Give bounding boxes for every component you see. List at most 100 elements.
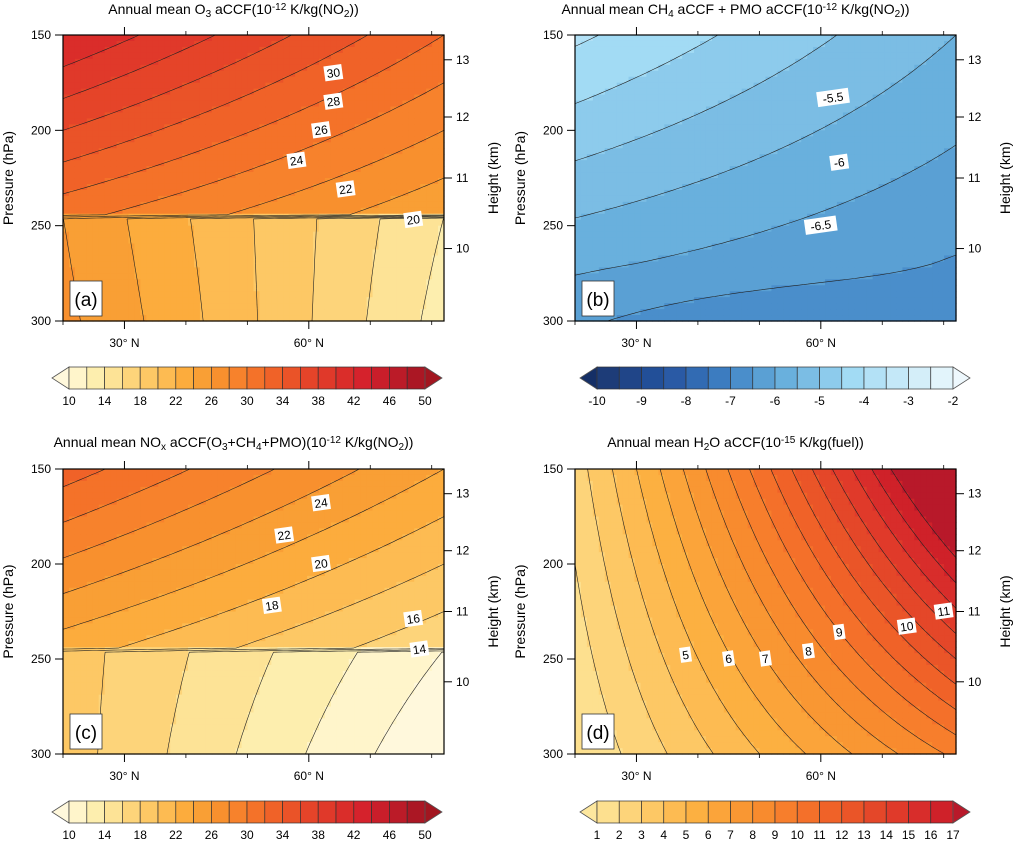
contour-cell bbox=[753, 100, 761, 108]
contour-cell bbox=[664, 112, 671, 120]
contour-cell bbox=[235, 279, 243, 286]
contour-cell bbox=[134, 297, 141, 304]
contour-cell bbox=[63, 243, 70, 251]
contour-cell bbox=[426, 58, 433, 66]
contour-cell bbox=[622, 136, 630, 143]
contour-cell bbox=[366, 88, 374, 96]
contour-cell bbox=[176, 100, 183, 108]
contour-cell bbox=[765, 100, 773, 108]
contour-cell bbox=[408, 58, 415, 66]
contour-cell bbox=[188, 70, 195, 78]
contour-cell bbox=[575, 40, 582, 48]
contour-cell bbox=[211, 46, 219, 54]
contour-cell bbox=[330, 166, 338, 173]
contour-cell bbox=[366, 160, 374, 167]
contour-cell bbox=[414, 94, 421, 102]
contour-cell bbox=[676, 249, 683, 257]
contour-cell bbox=[420, 195, 427, 203]
contour-cell bbox=[759, 249, 767, 257]
contour-cell bbox=[622, 219, 630, 227]
contour-cell bbox=[116, 189, 124, 197]
contour-cell bbox=[438, 201, 445, 209]
contour-cell bbox=[604, 261, 612, 268]
contour-cell bbox=[211, 291, 219, 298]
contour-cell bbox=[324, 58, 332, 66]
contour-cell bbox=[426, 124, 433, 131]
contour-cell bbox=[366, 154, 374, 161]
contour-cell bbox=[92, 166, 100, 173]
contour-cell bbox=[265, 52, 272, 60]
contour-cell bbox=[598, 160, 606, 167]
contour-cell bbox=[182, 255, 189, 263]
contour-cell bbox=[783, 249, 790, 257]
contour-cell bbox=[783, 303, 790, 310]
contour-cell bbox=[777, 172, 784, 179]
contour-cell bbox=[640, 130, 648, 137]
contour-cell bbox=[307, 52, 314, 60]
contour-cell bbox=[676, 225, 683, 233]
contour-cell bbox=[420, 315, 427, 322]
contour-cell bbox=[586, 130, 594, 137]
contour-cell bbox=[592, 172, 600, 179]
contour-cell bbox=[705, 40, 713, 48]
contour-cell bbox=[711, 213, 719, 221]
contour-cell bbox=[432, 309, 439, 316]
contour-cell bbox=[688, 213, 695, 221]
contour-cell bbox=[664, 207, 671, 215]
contour-cell bbox=[211, 303, 219, 310]
contour-cell bbox=[134, 130, 141, 137]
contour-cell bbox=[610, 267, 618, 274]
contour-cell bbox=[711, 195, 719, 203]
contour-cell bbox=[765, 273, 773, 280]
contour-cell bbox=[705, 166, 713, 173]
contour-cell bbox=[628, 315, 636, 322]
contour-cell bbox=[146, 189, 153, 197]
y2-tick-label: 11 bbox=[456, 171, 469, 185]
contour-cell bbox=[735, 40, 743, 48]
contour-cell bbox=[259, 35, 266, 42]
contour-cell bbox=[336, 148, 344, 155]
contour-cell bbox=[80, 267, 88, 274]
contour-cell bbox=[205, 255, 213, 263]
contour-cell bbox=[646, 88, 653, 96]
contour-cell bbox=[170, 40, 177, 48]
contour-cell bbox=[795, 64, 802, 72]
contour-cell bbox=[414, 52, 421, 60]
contour-cell bbox=[670, 40, 677, 48]
contour-cell bbox=[68, 148, 76, 155]
contour-cell bbox=[271, 88, 278, 96]
contour-cell bbox=[628, 35, 636, 42]
contour-cell bbox=[110, 243, 118, 251]
contour-cell bbox=[705, 100, 713, 108]
contour-cell bbox=[575, 243, 582, 251]
contour-cell bbox=[193, 124, 201, 131]
contour-cell bbox=[438, 70, 445, 78]
contour-cell bbox=[342, 261, 350, 268]
contour-cell bbox=[68, 166, 76, 173]
contour-cell bbox=[741, 46, 749, 54]
contour-cell bbox=[217, 183, 225, 191]
contour-cell bbox=[384, 166, 392, 173]
contour-cell bbox=[176, 160, 183, 167]
contour-cell bbox=[271, 261, 278, 268]
contour-cell bbox=[182, 178, 189, 185]
contour-cell bbox=[634, 279, 642, 286]
contour-cell bbox=[688, 166, 695, 173]
contour-cell bbox=[146, 154, 153, 161]
contour-cell bbox=[241, 100, 249, 108]
contour-cell bbox=[646, 64, 653, 72]
contour-cell bbox=[128, 94, 136, 102]
contour-cell bbox=[765, 261, 773, 268]
contour-cell bbox=[396, 273, 403, 280]
contour-cell bbox=[277, 112, 284, 120]
contour-cell bbox=[63, 315, 70, 322]
contour-cell bbox=[378, 267, 386, 274]
contour-cell bbox=[640, 225, 648, 233]
contour-cell bbox=[694, 249, 701, 257]
contour-cell bbox=[134, 183, 141, 191]
contour-cell bbox=[384, 40, 392, 48]
contour-cell bbox=[241, 106, 249, 114]
contour-cell bbox=[289, 82, 296, 90]
contour-cell bbox=[610, 142, 618, 149]
contour-cell bbox=[604, 231, 612, 239]
